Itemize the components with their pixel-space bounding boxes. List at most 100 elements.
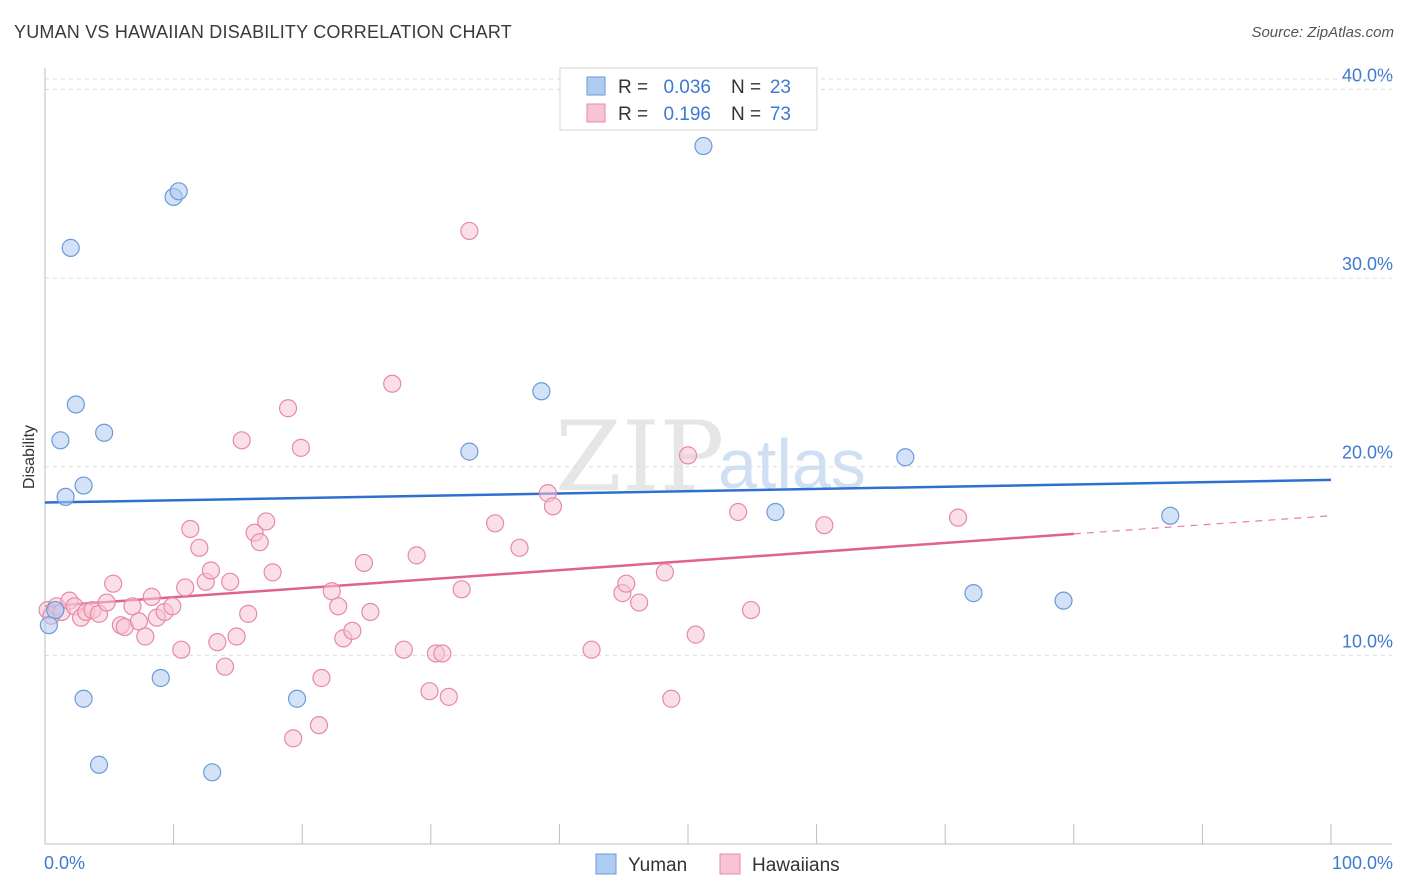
- point-yuman: [896, 448, 915, 467]
- point-hawaiians: [630, 593, 649, 612]
- point-yuman: [1161, 506, 1180, 525]
- point-hawaiians: [208, 633, 227, 652]
- point-yuman: [46, 600, 65, 620]
- legend-swatch: [586, 103, 606, 123]
- point-hawaiians: [104, 574, 123, 593]
- point-hawaiians: [284, 729, 303, 748]
- bottom-legend-swatch: [595, 853, 617, 875]
- point-yuman: [51, 431, 70, 450]
- point-hawaiians: [662, 689, 681, 708]
- trendline-hawaiians: [44, 532, 1074, 608]
- point-hawaiians: [221, 572, 240, 591]
- point-hawaiians: [655, 563, 674, 582]
- point-hawaiians: [322, 582, 341, 601]
- point-hawaiians: [278, 399, 298, 418]
- point-hawaiians: [394, 640, 413, 659]
- axes: 0.0% 100.0%: [44, 68, 1393, 873]
- point-yuman: [460, 442, 479, 461]
- y-tick-label: 20.0%: [1342, 443, 1393, 463]
- point-hawaiians: [291, 438, 311, 457]
- point-hawaiians: [383, 374, 402, 393]
- point-hawaiians: [227, 627, 246, 646]
- point-hawaiians: [543, 497, 563, 516]
- point-hawaiians: [815, 516, 834, 535]
- point-hawaiians: [460, 221, 479, 241]
- point-hawaiians: [123, 597, 142, 616]
- bottom-legend-label: Yuman: [628, 855, 687, 876]
- point-hawaiians: [686, 625, 705, 644]
- point-yuman: [532, 382, 551, 401]
- point-hawaiians: [948, 508, 968, 527]
- bottom-legend-swatch: [719, 853, 741, 875]
- point-hawaiians: [312, 668, 331, 688]
- gridlines: 10.0% 20.0% 30.0% 40.0%: [45, 65, 1393, 656]
- point-hawaiians: [129, 612, 148, 631]
- watermark: ZIP atlas: [555, 401, 866, 513]
- point-yuman: [694, 136, 713, 156]
- point-yuman: [287, 689, 307, 708]
- point-hawaiians: [215, 657, 235, 676]
- point-hawaiians: [201, 561, 220, 580]
- point-hawaiians: [329, 597, 348, 616]
- legend-n-value: 23: [770, 77, 791, 98]
- point-hawaiians: [142, 587, 161, 606]
- bottom-legend-label: Hawaiians: [752, 855, 840, 876]
- legend-n-label: N =: [731, 77, 761, 98]
- point-hawaiians: [97, 593, 116, 612]
- point-hawaiians: [257, 512, 276, 531]
- point-yuman: [89, 755, 109, 774]
- point-hawaiians: [678, 446, 698, 465]
- point-hawaiians: [741, 600, 761, 620]
- point-hawaiians: [433, 644, 452, 663]
- legend-r-label: R =: [618, 77, 648, 98]
- y-axis-title: Disability: [21, 425, 38, 489]
- point-hawaiians: [163, 597, 182, 616]
- y-tick-label: 10.0%: [1342, 631, 1393, 651]
- point-hawaiians: [263, 563, 282, 582]
- point-hawaiians: [486, 514, 505, 533]
- source-label: Source: ZipAtlas.com: [1251, 24, 1394, 41]
- point-hawaiians: [452, 580, 471, 599]
- point-yuman: [74, 689, 93, 708]
- point-hawaiians: [239, 604, 258, 623]
- point-hawaiians: [407, 546, 426, 565]
- point-yuman: [1054, 591, 1073, 610]
- chart-title: YUMAN VS HAWAIIAN DISABILITY CORRELATION…: [14, 22, 512, 42]
- point-hawaiians: [343, 621, 362, 640]
- watermark-zip: ZIP: [555, 401, 724, 513]
- data-points: [38, 136, 1180, 782]
- legend-n-value: 73: [770, 104, 791, 125]
- point-yuman: [169, 182, 188, 201]
- point-hawaiians: [250, 533, 269, 552]
- point-hawaiians: [420, 682, 439, 701]
- point-hawaiians: [510, 538, 529, 557]
- point-hawaiians: [190, 538, 209, 557]
- point-hawaiians: [439, 687, 458, 706]
- bottom-legend: Yuman Hawaiians: [595, 853, 840, 876]
- legend-r-value: 0.196: [663, 104, 711, 125]
- trendlines: [44, 478, 1332, 608]
- y-tick-label: 40.0%: [1342, 65, 1393, 85]
- point-hawaiians: [729, 502, 748, 522]
- point-hawaiians: [361, 602, 380, 622]
- legend-r-label: R =: [618, 104, 648, 125]
- y-tick-label: 30.0%: [1342, 254, 1393, 274]
- point-yuman: [61, 238, 80, 257]
- point-hawaiians: [582, 640, 601, 659]
- point-hawaiians: [232, 431, 251, 450]
- point-hawaiians: [176, 578, 195, 597]
- point-hawaiians: [181, 519, 200, 539]
- point-yuman: [74, 476, 93, 495]
- point-yuman: [151, 668, 170, 688]
- point-hawaiians: [136, 627, 155, 646]
- point-hawaiians: [172, 640, 191, 659]
- point-hawaiians: [354, 553, 374, 573]
- trendline-yuman: [44, 478, 1332, 504]
- legend: R = 0.036 N = 23 R = 0.196 N = 73: [559, 67, 818, 131]
- legend-swatch: [586, 76, 606, 96]
- point-hawaiians: [617, 574, 636, 593]
- point-yuman: [95, 423, 114, 442]
- point-yuman: [66, 395, 85, 414]
- legend-r-value: 0.036: [663, 77, 711, 98]
